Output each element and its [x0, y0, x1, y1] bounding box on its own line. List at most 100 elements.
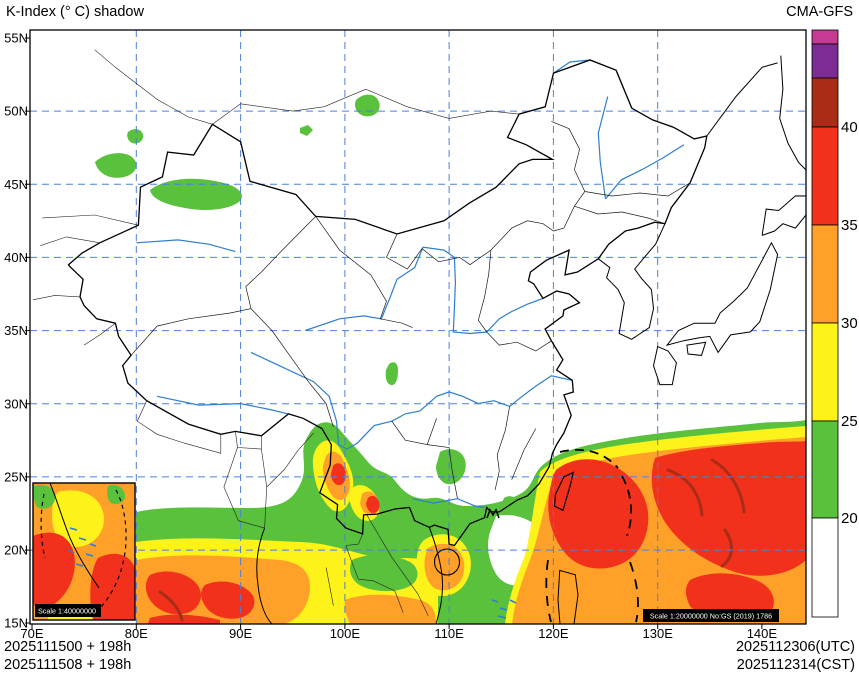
amur-river	[553, 59, 633, 109]
scale-note: Scale 1:20000000 No:GS (2019) 1786	[650, 612, 772, 621]
shade-green-xinjiang-2	[150, 178, 242, 210]
page-title: K-Index (° C) shadow	[6, 4, 144, 20]
shade-darkred-streak-1	[666, 468, 704, 517]
inset-vietnam-coast	[49, 483, 100, 589]
colorbar-seg-orange	[811, 224, 839, 324]
shade-green-north-central	[354, 94, 380, 117]
dashed-line-scs-west	[545, 559, 552, 623]
colorbar-seg-red	[811, 126, 839, 226]
shade-green-small-1	[300, 125, 313, 136]
shade-darkred	[158, 458, 746, 622]
myanmar-coast	[256, 527, 273, 624]
shade-red-left-1	[145, 571, 202, 615]
inset-yellow-blob	[52, 490, 104, 547]
hainan-island	[433, 548, 461, 576]
shade-darkred-streak-3	[720, 528, 733, 568]
inset-map: Scale 1:40000000	[32, 482, 136, 621]
shade-green-xinjiang-3	[127, 129, 144, 144]
vietnam-coast	[428, 527, 443, 624]
shade-red-yunnan-1	[331, 463, 346, 486]
lat-label-50n: 50N	[4, 104, 28, 119]
shade-red-left-3	[148, 614, 220, 624]
inset-red-right	[90, 553, 135, 620]
inset-dash-line-west	[40, 493, 46, 559]
colorbar-seg-magenta	[811, 29, 839, 45]
china-border	[67, 59, 708, 547]
map-lines	[32, 49, 806, 624]
shade-red-east	[651, 441, 806, 576]
russia-coast	[706, 62, 778, 137]
inset-scale-box	[35, 604, 101, 617]
lon-label-100e: 100E	[330, 626, 361, 641]
station-marker	[486, 508, 500, 519]
tarim-river	[136, 239, 236, 253]
hokkaido-coast	[761, 195, 806, 236]
dashed-line-scs-east	[629, 561, 639, 623]
foreign-borders	[32, 49, 520, 616]
run-time-utc: 2025111500 + 198h	[4, 639, 131, 655]
lon-label-120e: 120E	[538, 626, 569, 641]
brahmaputra-river	[156, 395, 289, 415]
lat-label-55n: 55N	[4, 31, 28, 46]
kindex-shading	[95, 94, 806, 624]
colorbar-seg-green	[811, 420, 839, 519]
lon-label-70e: 70E	[20, 626, 43, 641]
colorbar-seg-darkred	[811, 77, 839, 128]
shade-darkred-streak-4	[158, 590, 184, 622]
lat-label-20n: 20N	[4, 543, 28, 558]
footer: 2025111500 + 198h 2025111508 + 198h 2025…	[4, 639, 855, 673]
shade-red	[145, 441, 806, 624]
taiwan-island	[553, 471, 575, 512]
lat-label-40n: 40N	[4, 250, 28, 265]
lat-axis-labels: 55N 50N 45N 40N 35N 30N 25N 20N 15N	[4, 31, 28, 631]
colorbar-label-20: 20	[841, 510, 858, 527]
shade-red-taiwan	[548, 459, 649, 569]
lon-label-80e: 80E	[125, 626, 148, 641]
lat-label-35n: 35N	[4, 323, 28, 338]
shade-green-central	[385, 362, 398, 386]
colorbar-seg-yellow	[811, 322, 839, 422]
songhua-river	[597, 96, 685, 200]
luzon-island	[557, 569, 579, 624]
graticule-grid	[30, 30, 806, 624]
shikoku-island	[686, 341, 707, 356]
dashed-line-taiwan-north	[559, 448, 619, 469]
dashed-line-taiwan-east	[621, 475, 633, 537]
scale-note-box	[643, 609, 779, 622]
colorbar-label-40: 40	[841, 119, 858, 136]
inset-content: Scale 1:40000000	[33, 483, 135, 620]
colorbar-seg-purple	[811, 43, 839, 79]
shade-red-left-2	[201, 581, 255, 619]
honshu-island	[665, 241, 779, 354]
colorbar: 40 35 30 25 20	[811, 29, 858, 618]
shade-green-xinjiang-1	[95, 153, 137, 178]
lat-label-30n: 30N	[4, 396, 28, 411]
yellow-river	[305, 246, 544, 335]
inset-islands	[67, 527, 97, 567]
shade-green-overlay	[350, 554, 418, 592]
lat-label-15n: 15N	[4, 616, 28, 631]
inset-green-tl	[33, 485, 56, 509]
shade-orange-hainan	[424, 543, 465, 591]
axis-ticks	[25, 37, 763, 629]
sakhalin-coast	[779, 55, 806, 171]
left-ticks	[25, 37, 30, 624]
shade-darkred-streak-2	[710, 458, 746, 514]
colorbar-label-35: 35	[841, 217, 858, 234]
shade-green-guizhou	[436, 449, 466, 485]
bottom-ticks	[31, 624, 763, 629]
lon-axis-labels: 70E 80E 90E 100E 110E 120E 130E 140E	[20, 626, 777, 641]
inset-island-specks	[67, 527, 97, 567]
model-label: CMA-GFS	[786, 4, 853, 20]
colorbar-seg-white	[811, 517, 839, 618]
inset-dash-line-east	[99, 489, 127, 609]
lon-label-130e: 130E	[643, 626, 674, 641]
kyushu-island	[652, 345, 677, 386]
island-specks	[491, 599, 517, 619]
valid-time-utc: 2025112306(UTC)	[736, 639, 855, 655]
valid-time-cst: 2025112314(CST)	[737, 657, 855, 673]
lat-label-25n: 25N	[4, 469, 28, 484]
map-frame	[29, 29, 807, 625]
